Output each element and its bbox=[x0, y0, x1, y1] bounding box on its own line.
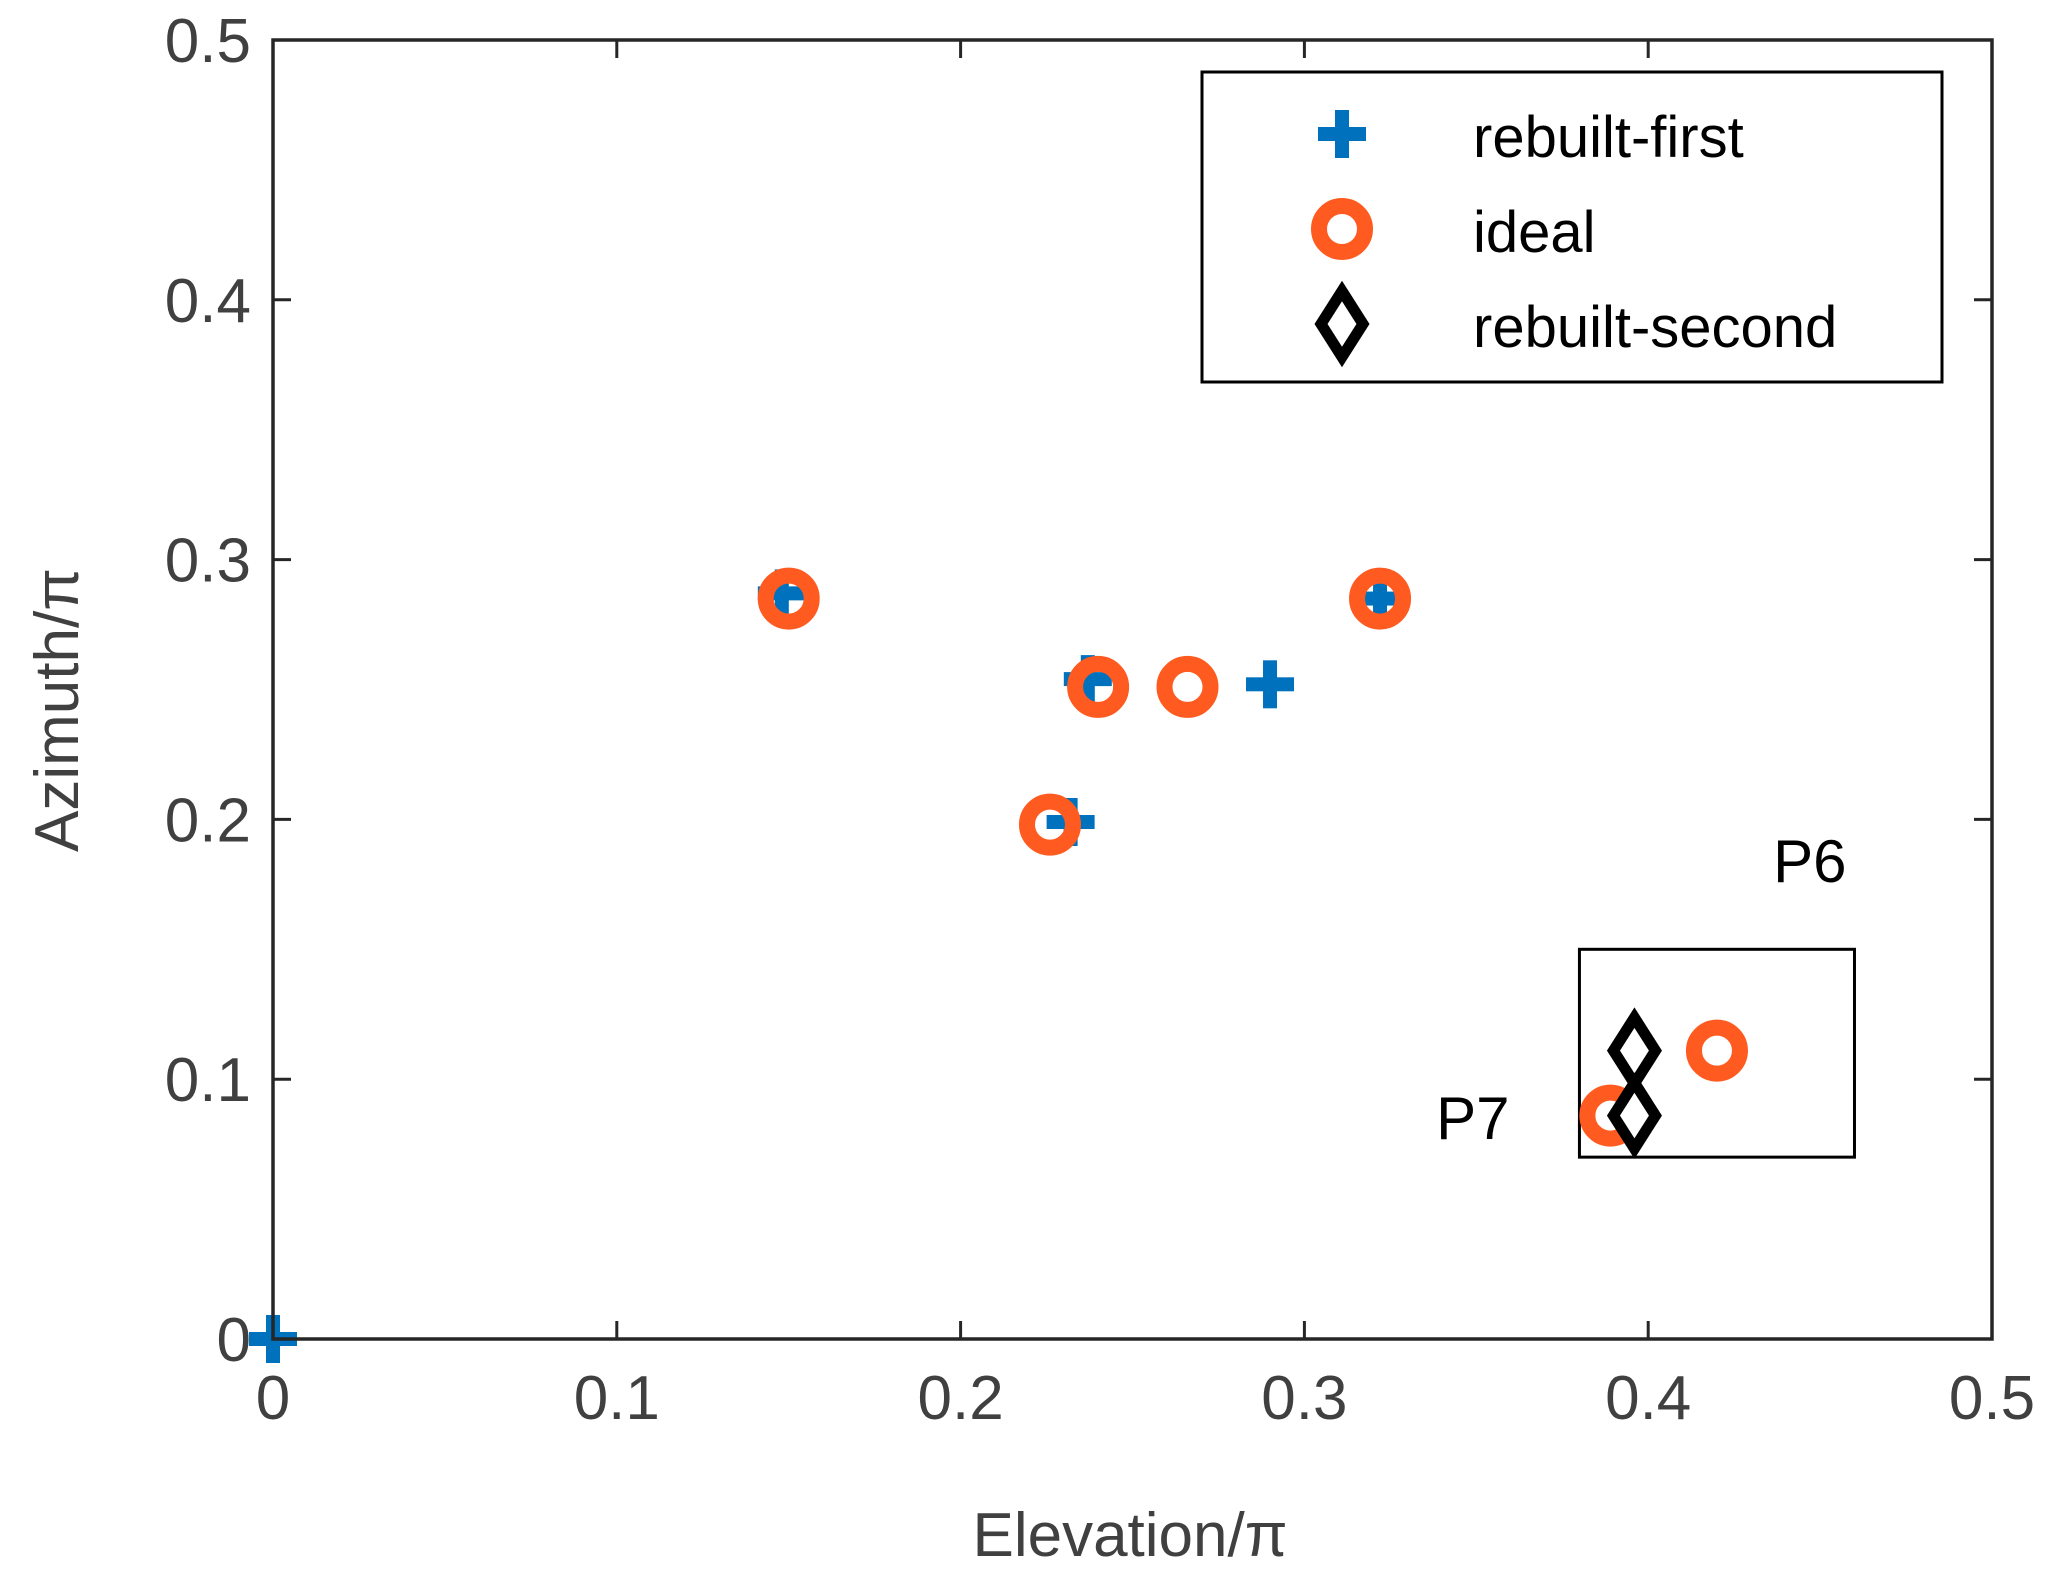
ideal-point-3 bbox=[1156, 655, 1219, 718]
legend-label-rebuilt-second: rebuilt-second bbox=[1473, 295, 1837, 360]
rebuilt-first-point-5-v bbox=[1373, 574, 1388, 623]
y-tick-label: 0.4 bbox=[165, 267, 251, 336]
plot-layer: P6 P7 bbox=[249, 567, 1856, 1363]
legend-rebuilt-second-symbol bbox=[1314, 280, 1370, 368]
series-ideal bbox=[757, 567, 1748, 1147]
rebuilt-first-point-4 bbox=[1246, 660, 1295, 709]
y-tick-label: 0.5 bbox=[165, 7, 251, 76]
axes-frame bbox=[271, 38, 1994, 1341]
ideal-point-0 bbox=[757, 567, 820, 630]
legend-label-ideal: ideal bbox=[1473, 200, 1596, 265]
data-points bbox=[249, 567, 1748, 1363]
legend-marker-rebuilt-second bbox=[1314, 280, 1370, 368]
y-tick-label: 0.2 bbox=[165, 786, 251, 855]
annotation-p7: P7 bbox=[1436, 1085, 1509, 1152]
ideal-point-2 bbox=[1067, 655, 1130, 718]
y-tick-label: 0 bbox=[217, 1306, 251, 1375]
x-tick-label: 0 bbox=[256, 1364, 290, 1433]
ideal-point-1 bbox=[1018, 793, 1081, 856]
rebuilt-second-point-1 bbox=[1606, 1072, 1662, 1159]
x-tick-label: 0.2 bbox=[917, 1364, 1003, 1433]
legend-rebuilt-first-symbol bbox=[1318, 110, 1366, 158]
y-tick-label: 0.3 bbox=[165, 527, 251, 596]
y-tick-label: 0.1 bbox=[165, 1046, 251, 1115]
axis-layer: 0 0.1 0.2 0.3 0.4 0.5 0 0.1 0.2 0.3 0.4 0.5 bbox=[165, 7, 2035, 1433]
legend-marker-rebuilt-first bbox=[1318, 110, 1366, 158]
legend-rebuilt-first-symbol-v bbox=[1335, 110, 1349, 158]
y-axis-label: Azimuth/π bbox=[23, 568, 92, 852]
x-tick-label: 0.5 bbox=[1949, 1364, 2035, 1433]
rebuilt-first-point-5 bbox=[1356, 574, 1405, 623]
x-tick-label: 0.1 bbox=[574, 1364, 660, 1433]
x-tick-label: 0.3 bbox=[1261, 1364, 1347, 1433]
ideal-point-5 bbox=[1685, 1019, 1748, 1082]
legend-label-rebuilt-first: rebuilt-first bbox=[1473, 105, 1744, 170]
annotation-p6: P6 bbox=[1773, 828, 1846, 895]
ideal-point-4 bbox=[1349, 567, 1412, 630]
series-rebuilt-second bbox=[1606, 1007, 1662, 1159]
rebuilt-first-point-4-v bbox=[1263, 660, 1278, 709]
legend-marker-ideal bbox=[1311, 198, 1373, 260]
x-tick-label: 0.4 bbox=[1605, 1364, 1691, 1433]
highlight-box bbox=[1577, 947, 1856, 1159]
x-axis-label: Elevation/π bbox=[972, 1501, 1287, 1570]
legend: rebuilt-first ideal rebuilt-second bbox=[1200, 70, 1944, 384]
legend-ideal-symbol bbox=[1311, 198, 1373, 260]
